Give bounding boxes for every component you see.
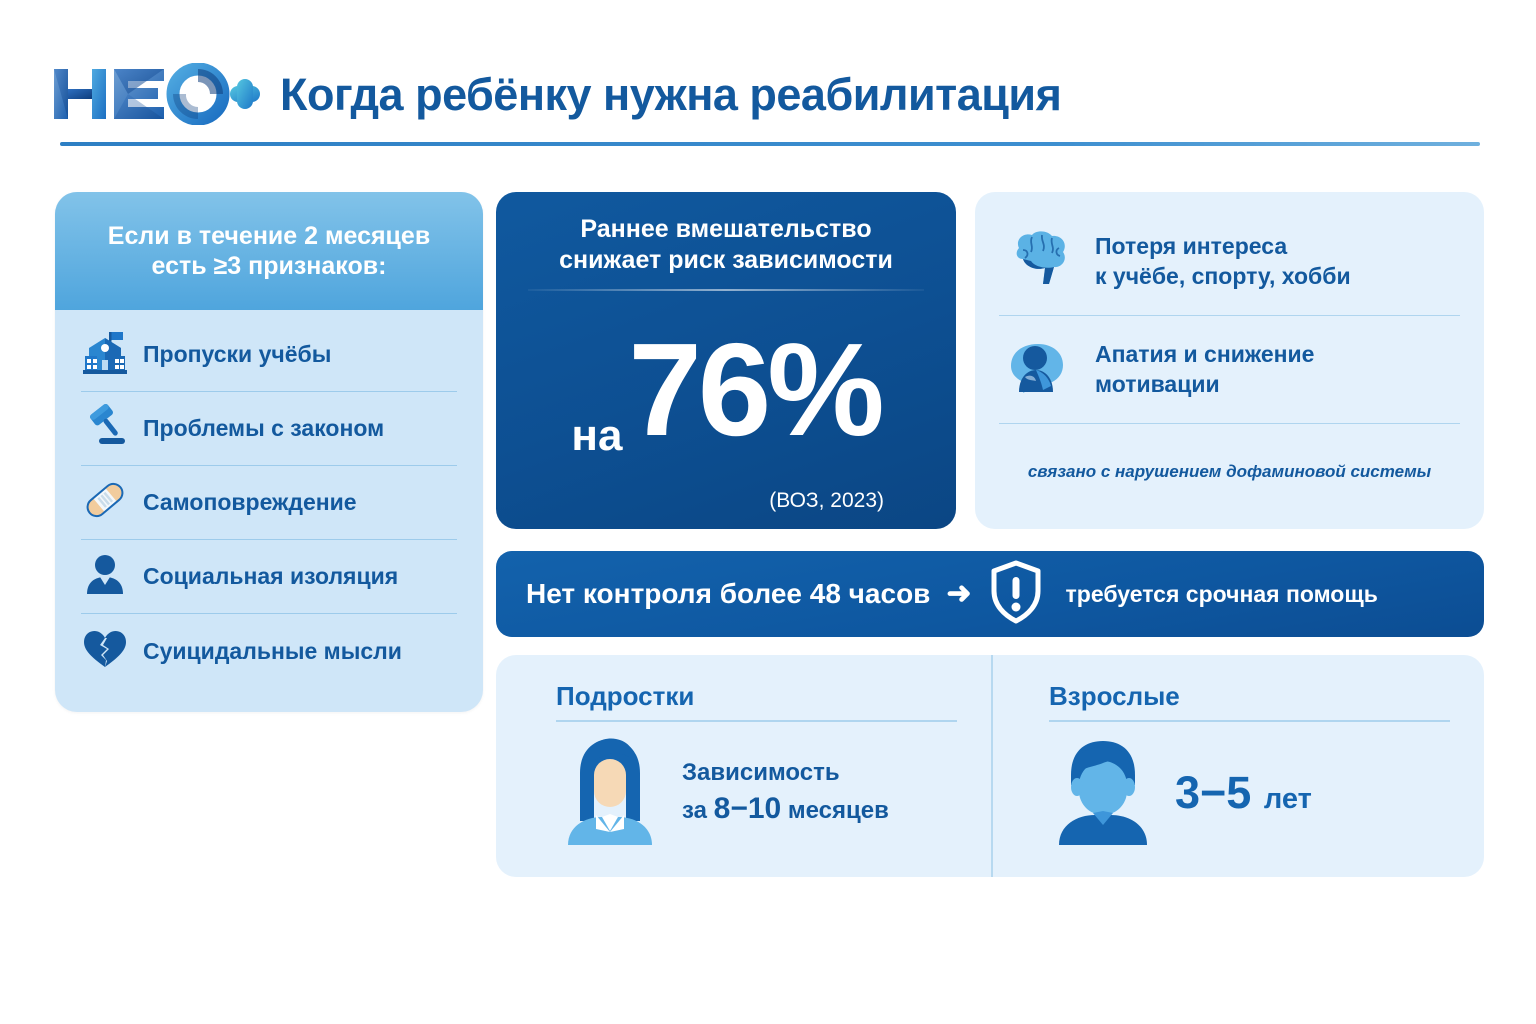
list-item[interactable]: Проблемы с законом [81, 392, 457, 466]
header-divider [60, 142, 1480, 146]
teens-number: 8−10 [713, 792, 782, 826]
warning-signs-list: Пропуски учёбы Проблемы с законом [55, 310, 483, 700]
stat-source: (ВОЗ, 2023) [769, 489, 884, 512]
broken-heart-icon [81, 627, 129, 676]
teens-lead: Зависимость [682, 758, 840, 786]
adults-title: Взрослые [1049, 681, 1180, 711]
person-icon [81, 552, 129, 601]
brain-icon [1005, 228, 1075, 295]
banner-tail-text: требуется срочная помощь [1065, 580, 1378, 607]
neo-plus-logo [52, 63, 260, 125]
adults-number: 3−5 [1175, 767, 1252, 819]
warning-signs-heading-line1: Если в течение 2 месяцев [107, 221, 431, 250]
teens-column: Подростки Зависимость за [496, 655, 991, 877]
symptoms-panel: Потеря интереса к учёбе, спорту, хобби А… [975, 192, 1484, 529]
list-item-label: Потеря интереса к учёбе, спорту, хобби [1095, 232, 1351, 289]
page-header: Когда ребёнку нужна реабилитация [52, 44, 1484, 144]
urgent-help-banner: Нет контроля более 48 часов ➜ требуется … [496, 551, 1484, 637]
adults-column: Взрослые 3−5 лет [991, 655, 1484, 877]
early-intervention-stat-card: Раннее вмешательство снижает риск зависи… [496, 192, 956, 529]
arrow-right-icon: ➜ [946, 577, 972, 610]
teen-girl-avatar [556, 733, 664, 854]
warning-signs-header: Если в течение 2 месяцев есть ≥3 признак… [55, 192, 483, 310]
warning-signs-panel: Если в течение 2 месяцев есть ≥3 признак… [55, 192, 483, 712]
stat-divider [528, 288, 924, 291]
adults-body: 3−5 лет [1049, 730, 1450, 858]
stat-value: 76% [628, 316, 884, 464]
banner-main-text: Нет контроля более 48 часов [526, 578, 931, 609]
list-item-label: Апатия и снижение мотивации [1095, 340, 1315, 397]
list-item[interactable]: Самоповреждение [81, 466, 457, 540]
symptoms-note: связано с нарушением дофаминовой системы [1027, 461, 1432, 481]
stat-value-row: на 76% [522, 285, 930, 496]
dependency-timeline-panel: Подростки Зависимость за [496, 655, 1484, 877]
teens-body: Зависимость за 8−10 месяцев [556, 730, 957, 858]
school-icon [81, 330, 129, 379]
teens-divider [556, 720, 957, 722]
adults-divider [1049, 720, 1450, 722]
adults-text: 3−5 лет [1175, 767, 1312, 819]
list-item-label: Самоповреждение [143, 489, 357, 515]
stat-heading-line2: снижает риск зависимости [559, 246, 893, 275]
shield-alert-icon [988, 559, 1044, 630]
warning-signs-heading-line2: есть ≥3 признаков: [151, 252, 387, 280]
teens-unit: месяцев [787, 797, 889, 825]
list-item[interactable]: Пропуски учёбы [81, 318, 457, 392]
list-item[interactable]: Апатия и снижение мотивации [999, 316, 1460, 424]
teens-text: Зависимость за 8−10 месяцев [682, 757, 889, 830]
teens-prefix: за [682, 797, 707, 825]
bandage-icon [81, 478, 129, 527]
list-item-label: Суицидальные мысли [143, 637, 402, 664]
gavel-icon [81, 403, 129, 453]
list-item-label: Проблемы с законом [143, 415, 385, 441]
teens-title: Подростки [556, 681, 695, 711]
apathy-person-icon [1005, 336, 1075, 403]
stat-heading-line1: Раннее вмешательство [580, 215, 872, 243]
list-item[interactable]: Потеря интереса к учёбе, спорту, хобби [999, 208, 1460, 316]
list-item[interactable]: Суицидальные мысли [81, 614, 457, 688]
adults-unit: лет [1263, 783, 1312, 816]
list-item-label: Пропуски учёбы [143, 341, 332, 367]
list-item-label: Социальная изоляция [143, 563, 399, 589]
stat-prefix: на [571, 411, 623, 460]
list-item[interactable]: Социальная изоляция [81, 540, 457, 614]
page-title: Когда ребёнку нужна реабилитация [280, 68, 1062, 120]
adult-man-avatar [1049, 733, 1157, 854]
